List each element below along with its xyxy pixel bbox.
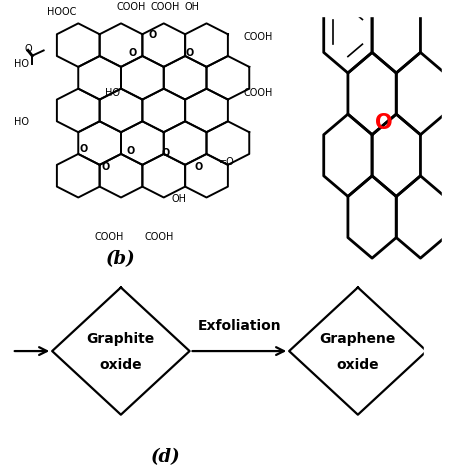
Text: HOOC: HOOC	[47, 7, 76, 17]
Text: O: O	[80, 144, 88, 154]
Text: COOH: COOH	[144, 232, 173, 242]
Text: oxide: oxide	[100, 358, 142, 372]
Text: O: O	[375, 113, 393, 133]
Text: HO: HO	[105, 88, 120, 98]
Text: COOH: COOH	[244, 32, 273, 42]
Text: COOH: COOH	[150, 2, 180, 12]
Text: COOH: COOH	[244, 88, 273, 98]
Text: oxide: oxide	[337, 358, 379, 372]
Bar	[442, 0, 474, 265]
Text: COOH: COOH	[116, 2, 146, 12]
Text: HO: HO	[14, 59, 29, 69]
Text: =O: =O	[219, 157, 235, 167]
Text: OH: OH	[184, 2, 200, 12]
Text: Graphene: Graphene	[319, 332, 396, 346]
Text: OH: OH	[172, 194, 187, 204]
Text: O: O	[101, 162, 109, 172]
Text: O: O	[185, 48, 194, 58]
Bar	[424, 258, 474, 474]
Text: O: O	[127, 146, 135, 156]
Text: COOH: COOH	[94, 232, 124, 242]
Text: O: O	[149, 29, 157, 39]
Text: O: O	[24, 44, 32, 54]
Bar	[294, 0, 474, 16]
Text: O: O	[194, 162, 203, 172]
Text: O: O	[162, 147, 170, 158]
Text: (b): (b)	[106, 250, 135, 268]
Text: Graphite: Graphite	[87, 332, 155, 346]
Text: (d): (d)	[151, 448, 181, 466]
Text: Exfoliation: Exfoliation	[198, 319, 281, 333]
Text: HO: HO	[14, 117, 29, 127]
Text: O: O	[128, 48, 137, 58]
